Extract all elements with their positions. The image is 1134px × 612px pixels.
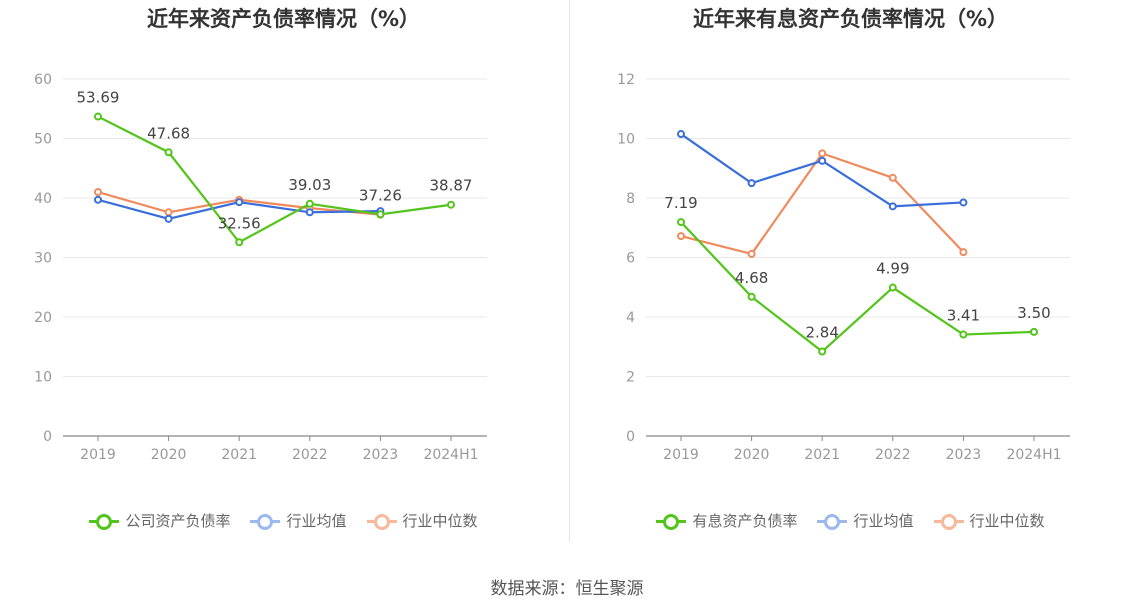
x-tick-label: 2021 xyxy=(221,447,257,463)
x-tick-label: 2021 xyxy=(804,447,840,463)
data-point-avg[interactable] xyxy=(747,179,756,188)
data-point-company[interactable] xyxy=(376,210,385,219)
chart-panel-asset-liability: 近年来资产负债率情况（%） 0 10 20 30 40 50 60 2019 2020 2021 2… xyxy=(0,0,567,560)
data-point-median[interactable] xyxy=(959,248,968,257)
data-point-avg[interactable] xyxy=(305,208,314,217)
data-label: 4.99 xyxy=(876,260,909,278)
data-point-avg[interactable] xyxy=(94,195,102,204)
series-line-avg xyxy=(680,133,964,208)
y-tick-label: 20 xyxy=(34,310,52,326)
x-tick-label: 2023 xyxy=(946,447,982,463)
data-label: 38.87 xyxy=(430,177,473,195)
x-tick-label: 2020 xyxy=(734,447,770,463)
y-tick-label: 40 xyxy=(34,191,52,207)
data-point-median[interactable] xyxy=(888,173,897,182)
data-label: 3.50 xyxy=(1017,304,1050,322)
data-label: 53.69 xyxy=(77,89,120,107)
x-tick-label: 2023 xyxy=(363,447,399,463)
data-point-avg[interactable] xyxy=(818,156,827,165)
y-tick-label: 60 xyxy=(34,72,52,88)
y-tick-label: 6 xyxy=(626,251,635,267)
data-point-company[interactable] xyxy=(305,199,314,208)
data-point-company[interactable] xyxy=(94,112,102,121)
x-tick-label: 2024H1 xyxy=(423,447,478,463)
legend-swatch-orange xyxy=(933,513,964,530)
x-tick-label: 2019 xyxy=(80,447,116,463)
x-tick-label: 2022 xyxy=(875,447,911,463)
legend: 有息资产负债率 行业均值 行业中位数 xyxy=(567,510,1134,531)
y-tick-label: 0 xyxy=(626,429,635,445)
data-point-company[interactable] xyxy=(677,218,685,227)
data-point-company[interactable] xyxy=(818,347,827,356)
legend-label: 有息资产负债率 xyxy=(692,512,798,530)
legend-label: 行业均值 xyxy=(853,512,914,530)
data-label: 47.68 xyxy=(147,124,190,142)
y-tick-label: 10 xyxy=(34,370,52,386)
data-label: 7.19 xyxy=(664,194,697,212)
y-tick-label: 0 xyxy=(43,429,52,445)
y-tick-label: 12 xyxy=(617,72,635,88)
data-label: 39.03 xyxy=(288,176,331,194)
legend-item-avg[interactable]: 行业均值 xyxy=(817,510,914,531)
legend-swatch-green xyxy=(89,513,120,530)
data-point-median[interactable] xyxy=(164,208,173,217)
data-point-company[interactable] xyxy=(1030,327,1038,336)
legend-item-company[interactable]: 公司资产负债率 xyxy=(89,510,230,531)
data-point-median[interactable] xyxy=(94,188,102,197)
data-point-company[interactable] xyxy=(888,283,897,292)
legend-label: 公司资产负债率 xyxy=(125,512,231,530)
line-chart-asset-liability: 0 10 20 30 40 50 60 2019 2020 2021 2022 2023 2024H1 5… xyxy=(34,72,487,463)
data-point-avg[interactable] xyxy=(959,198,968,207)
legend-label: 行业中位数 xyxy=(969,512,1045,530)
data-point-median[interactable] xyxy=(818,149,827,158)
data-point-company[interactable] xyxy=(447,200,455,209)
line-chart-interest-bearing: 0 2 4 6 8 10 12 2019 2020 2021 2022 2023 2024H1 7.19 4… xyxy=(617,72,1070,463)
y-tick-label: 10 xyxy=(617,132,635,148)
y-tick-label: 30 xyxy=(34,251,52,267)
y-tick-label: 4 xyxy=(626,310,635,326)
legend-swatch-orange xyxy=(366,513,397,530)
chart-title: 近年来有息资产负债率情况（%） xyxy=(692,7,1009,31)
x-tick-label: 2022 xyxy=(292,447,328,463)
x-tick-label: 2020 xyxy=(151,447,187,463)
data-label: 4.68 xyxy=(735,269,768,287)
legend: 公司资产负债率 行业均值 行业中位数 xyxy=(0,510,567,531)
data-point-avg[interactable] xyxy=(164,214,173,223)
data-label: 2.84 xyxy=(805,324,838,342)
legend-item-median[interactable]: 行业中位数 xyxy=(933,510,1045,531)
data-point-avg[interactable] xyxy=(235,198,244,207)
data-point-median[interactable] xyxy=(747,249,756,258)
chart-title: 近年来资产负债率情况（%） xyxy=(146,7,421,31)
data-point-company[interactable] xyxy=(959,330,968,339)
series-line-company xyxy=(97,115,452,244)
y-tick-label: 8 xyxy=(626,191,635,207)
legend-swatch-blue xyxy=(250,513,281,530)
data-label: 32.56 xyxy=(218,214,261,232)
data-point-company[interactable] xyxy=(235,238,244,247)
series-line-median xyxy=(680,152,965,256)
data-point-company[interactable] xyxy=(747,292,756,301)
y-tick-label: 50 xyxy=(34,132,52,148)
data-point-avg[interactable] xyxy=(888,202,897,211)
panel-divider xyxy=(569,0,570,542)
legend-item-median[interactable]: 行业中位数 xyxy=(366,510,478,531)
legend-swatch-blue xyxy=(817,513,848,530)
data-label: 3.41 xyxy=(947,307,980,325)
y-tick-label: 2 xyxy=(626,370,635,386)
legend-swatch-green xyxy=(656,513,687,530)
legend-item-avg[interactable]: 行业均值 xyxy=(250,510,347,531)
x-tick-label: 2024H1 xyxy=(1006,447,1061,463)
data-label: 37.26 xyxy=(359,186,402,204)
series-line-company xyxy=(680,221,1035,353)
data-point-median[interactable] xyxy=(677,232,685,241)
data-source-note: 数据来源：恒生聚源 xyxy=(490,579,644,599)
chart-panel-interest-bearing: 近年来有息资产负债率情况（%） 0 2 4 6 8 10 12 2019 2020 2021 202… xyxy=(567,0,1134,560)
legend-label: 行业中位数 xyxy=(402,512,478,530)
legend-item-company[interactable]: 有息资产负债率 xyxy=(656,510,797,531)
legend-label: 行业均值 xyxy=(286,512,347,530)
data-point-avg[interactable] xyxy=(677,130,685,139)
x-tick-label: 2019 xyxy=(663,447,699,463)
data-point-company[interactable] xyxy=(164,148,173,157)
